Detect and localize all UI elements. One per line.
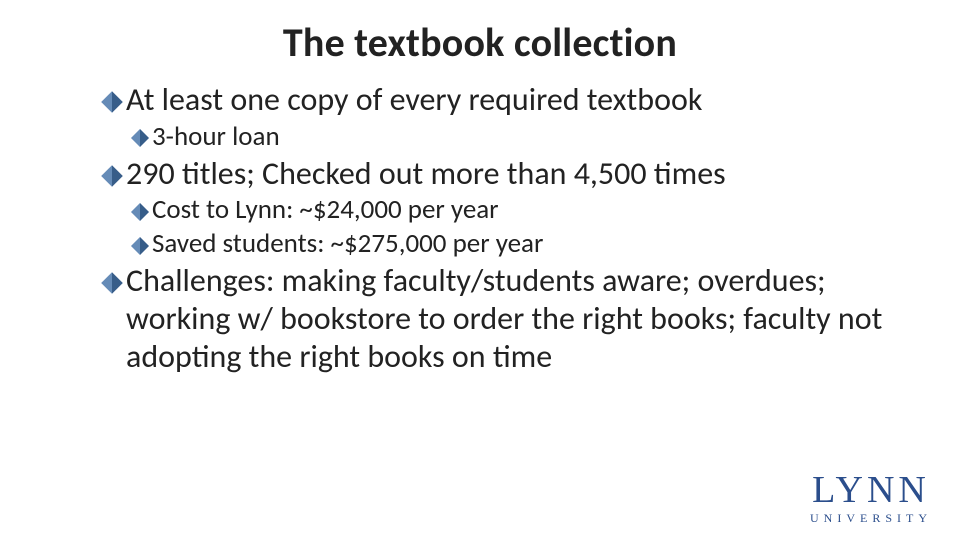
list-item-text: 290 titles; Checked out more than 4,500 …	[126, 155, 726, 193]
diamond-bullet-icon	[100, 164, 124, 188]
list-item: At least one copy of every required text…	[100, 81, 912, 119]
logo-text-sub: UNIVERSITY	[810, 511, 932, 526]
list-item-text: Saved students: ~$275,000 per year	[152, 228, 543, 260]
diamond-bullet-icon	[130, 202, 150, 222]
list-item-text: At least one copy of every required text…	[126, 81, 702, 119]
list-item: Saved students: ~$275,000 per year	[130, 228, 912, 260]
list-item: 3-hour loan	[130, 121, 912, 153]
diamond-bullet-icon	[100, 90, 124, 114]
list-item-text: Cost to Lynn: ~$24,000 per year	[152, 194, 499, 226]
slide-title: The textbook collection	[0, 0, 960, 67]
list-item-text: Challenges: making faculty/students awar…	[126, 262, 912, 375]
diamond-bullet-icon	[100, 271, 124, 295]
diamond-bullet-icon	[130, 128, 150, 148]
list-item-text: 3-hour loan	[152, 121, 280, 153]
list-item: 290 titles; Checked out more than 4,500 …	[100, 155, 912, 193]
list-item: Challenges: making faculty/students awar…	[100, 262, 912, 375]
slide-body: At least one copy of every required text…	[0, 67, 960, 375]
logo-text-main: LYNN	[810, 471, 932, 509]
list-item: Cost to Lynn: ~$24,000 per year	[130, 194, 912, 226]
diamond-bullet-icon	[130, 236, 150, 256]
lynn-university-logo: LYNN UNIVERSITY	[810, 471, 932, 526]
